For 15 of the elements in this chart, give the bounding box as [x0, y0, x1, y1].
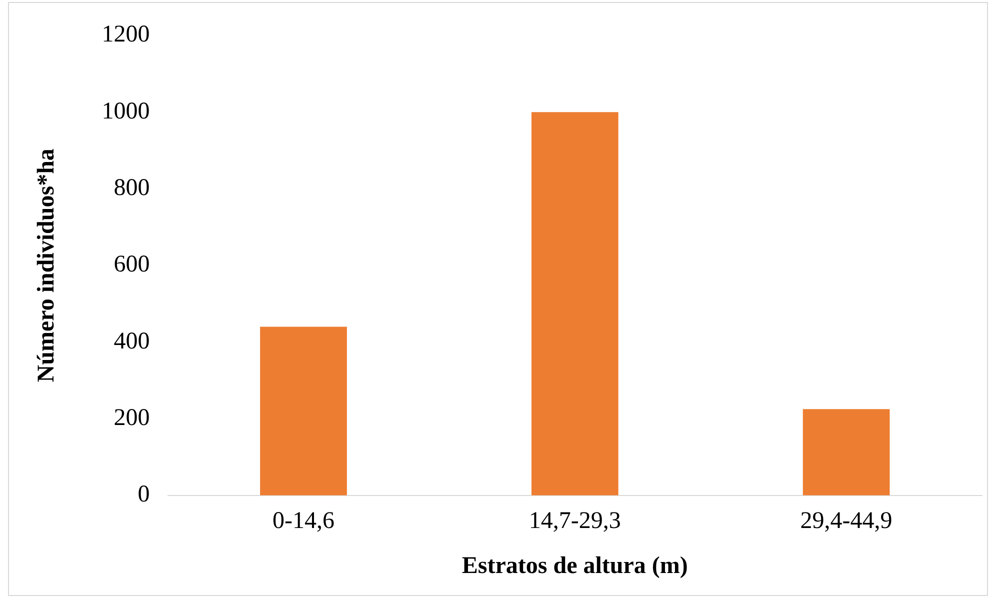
y-tick-label: 1000 [102, 98, 150, 124]
x-tick-label: 29,4-44,9 [800, 508, 892, 534]
y-tick-label: 800 [114, 175, 150, 202]
y-tick-label: 200 [114, 405, 150, 432]
bar [531, 112, 618, 496]
y-tick-label: 0 [138, 482, 150, 508]
x-tick-label: 14,7-29,3 [528, 508, 621, 534]
x-tick-label: 0-14,6 [272, 508, 334, 534]
bar [260, 326, 347, 496]
y-axis-title: Número individuos*ha [34, 148, 60, 382]
bar [802, 409, 890, 496]
y-tick-label: 400 [114, 328, 150, 354]
y-tick-label: 600 [114, 252, 150, 278]
y-tick-label: 1200 [102, 22, 150, 48]
x-axis-title: Estratos de altura (m) [462, 552, 688, 579]
